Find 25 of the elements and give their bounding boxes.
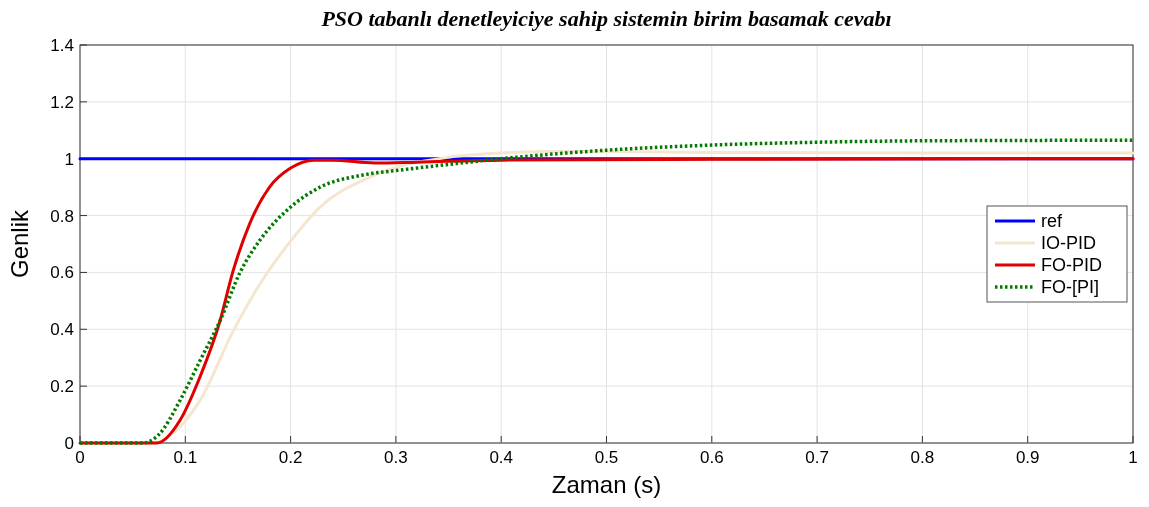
x-tick-label: 0.7 xyxy=(805,448,829,467)
x-tick-label: 0.3 xyxy=(384,448,408,467)
x-axis-title: Zaman (s) xyxy=(551,471,662,498)
y-tick-label: 0.2 xyxy=(50,377,74,397)
y-tick-label: 0.4 xyxy=(50,320,74,340)
y-tick-label: 1.2 xyxy=(50,92,74,112)
x-tick-label: 0.4 xyxy=(489,448,514,467)
y-tick-label: 1 xyxy=(64,149,74,169)
y-tick-label: 0.6 xyxy=(50,263,74,283)
y-tick-label: 0.8 xyxy=(50,206,74,226)
x-tick-label: 0.9 xyxy=(1015,448,1040,467)
y-axis-title: Genlik xyxy=(6,208,33,279)
x-tick-label: 0.6 xyxy=(699,448,724,467)
legend-label: FO-PID xyxy=(1041,255,1102,275)
x-tick-label: 0.2 xyxy=(278,448,303,467)
legend-label: IO-PID xyxy=(1041,233,1097,253)
y-tick-label: 1.4 xyxy=(50,36,74,55)
legend-label: FO-[PI] xyxy=(1041,277,1099,297)
x-tick-label: 1 xyxy=(1128,448,1138,467)
x-tick-label: 0.1 xyxy=(173,448,198,467)
y-tick-label: 0 xyxy=(64,434,74,453)
x-tick-label: 0.8 xyxy=(910,448,935,467)
legend-label: ref xyxy=(1041,211,1063,231)
x-tick-label: 0.5 xyxy=(594,448,619,467)
chart-title: PSO tabanlı denetleyiciye sahip sistemin birim basamak cevabı xyxy=(320,6,892,31)
